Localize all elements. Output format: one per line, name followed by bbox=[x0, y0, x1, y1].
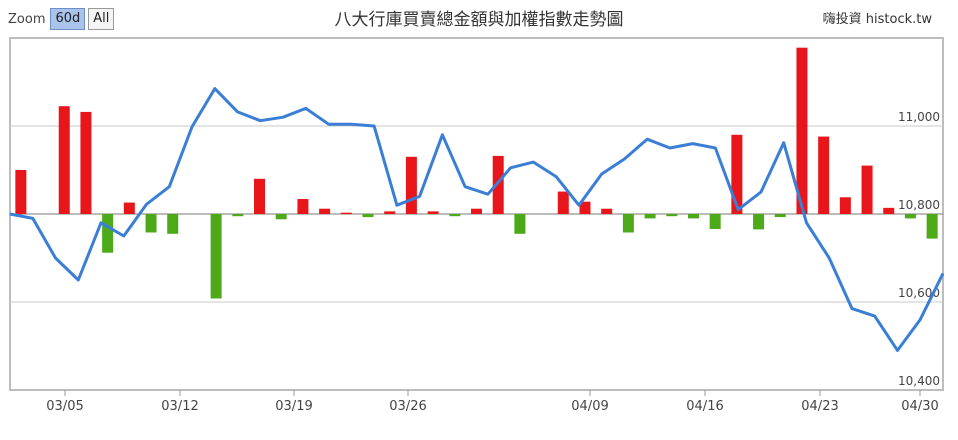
bar-up bbox=[58, 106, 70, 214]
zoom-60d-button[interactable]: 60d bbox=[50, 8, 86, 30]
bar-up bbox=[297, 199, 309, 214]
bar-up bbox=[427, 211, 439, 214]
bar-down bbox=[167, 214, 179, 234]
bar-down bbox=[622, 214, 634, 233]
bar-down bbox=[774, 214, 786, 218]
x-tick-label: 04/30 bbox=[901, 399, 938, 414]
bar-up bbox=[883, 207, 895, 214]
bar-down bbox=[210, 214, 222, 299]
zoom-label: Zoom bbox=[8, 11, 46, 27]
bar-up bbox=[818, 136, 830, 214]
bar-down bbox=[666, 214, 678, 217]
bar-down bbox=[709, 214, 721, 229]
bar-down bbox=[232, 214, 244, 217]
x-tick-label: 04/16 bbox=[686, 399, 723, 414]
y-tick-label: 10,600 bbox=[898, 286, 940, 300]
x-tick-label: 03/05 bbox=[46, 399, 83, 414]
bar-down bbox=[275, 214, 287, 220]
y-tick-label: 11,000 bbox=[898, 110, 940, 124]
bar-down bbox=[904, 214, 916, 219]
bar-up bbox=[254, 178, 266, 214]
bar-up bbox=[123, 202, 135, 214]
zoom-all-button[interactable]: All bbox=[88, 8, 115, 30]
x-tick-label: 03/26 bbox=[389, 399, 426, 414]
bar-down bbox=[926, 214, 938, 239]
bar-up bbox=[492, 155, 504, 214]
brand-label: 嗨投資 histock.tw bbox=[822, 12, 932, 27]
index-line bbox=[9, 87, 945, 352]
bar-up bbox=[384, 211, 396, 214]
bar-up bbox=[601, 208, 613, 214]
bar-up bbox=[796, 47, 808, 215]
bar-down bbox=[145, 214, 157, 233]
bar-down bbox=[362, 214, 374, 218]
bar-up bbox=[557, 191, 569, 214]
bar-down bbox=[449, 214, 461, 217]
bar-down bbox=[753, 214, 765, 230]
bar-up bbox=[731, 134, 743, 214]
y-tick-label: 10,400 bbox=[898, 374, 940, 388]
x-tick-label: 03/12 bbox=[161, 399, 198, 414]
bar-up bbox=[15, 170, 27, 214]
bar-up bbox=[471, 208, 482, 214]
bar-down bbox=[514, 214, 526, 234]
bar-down bbox=[687, 214, 699, 219]
x-tick-label: 04/23 bbox=[801, 399, 838, 414]
chart-title: 八大行庫買賣總金額與加權指數走勢圖 bbox=[334, 10, 624, 30]
bar-up bbox=[405, 156, 417, 214]
bar-up bbox=[340, 212, 352, 214]
bar-down bbox=[102, 214, 114, 253]
bar-up bbox=[839, 197, 851, 214]
bar-up bbox=[861, 165, 873, 214]
x-tick-label: 04/09 bbox=[571, 399, 608, 414]
y-tick-label: 10,800 bbox=[898, 198, 940, 212]
bar-up bbox=[579, 201, 591, 214]
bar-up bbox=[80, 111, 92, 214]
zoom-control: Zoom 60d All bbox=[8, 8, 115, 30]
bar-down bbox=[644, 214, 656, 219]
bar-up bbox=[319, 208, 331, 214]
x-tick-label: 03/19 bbox=[275, 399, 312, 414]
